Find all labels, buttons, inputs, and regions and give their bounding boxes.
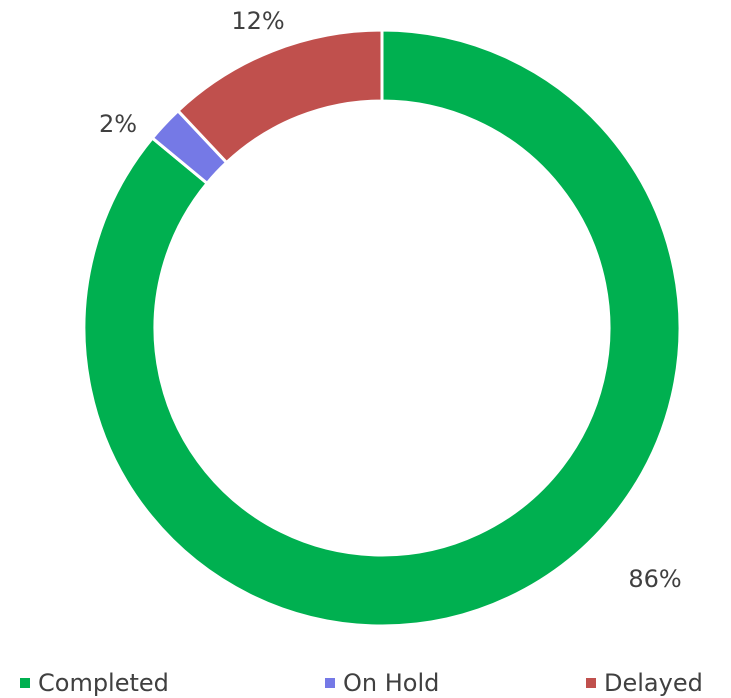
legend-swatch (20, 678, 30, 688)
data-label: 12% (231, 7, 284, 35)
data-label: 2% (99, 110, 137, 138)
legend-label: Delayed (604, 669, 703, 697)
legend-swatch (325, 678, 335, 688)
legend-label: Completed (38, 669, 169, 697)
legend-swatch (586, 678, 596, 688)
legend-label: On Hold (343, 669, 439, 697)
donut-slice (82, 28, 682, 628)
data-label: 86% (628, 565, 681, 593)
donut-slice (175, 28, 384, 165)
